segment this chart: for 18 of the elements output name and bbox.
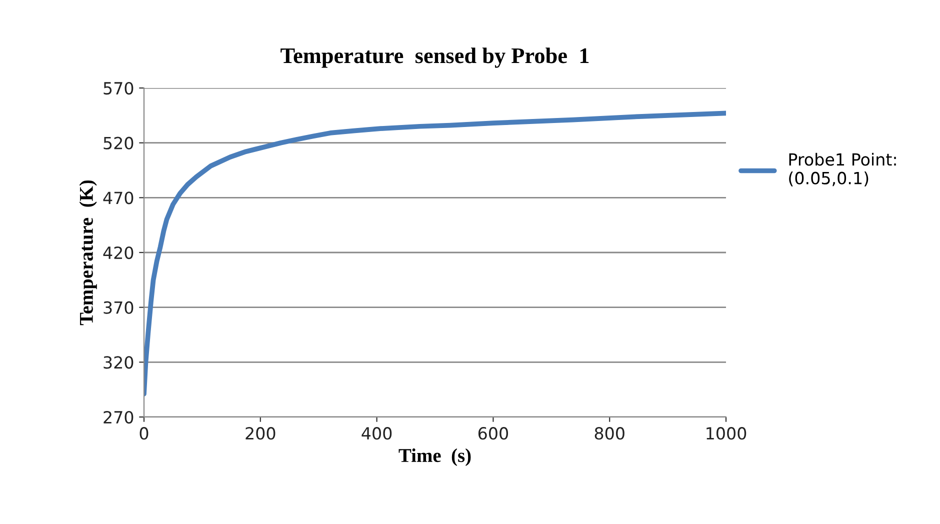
x-tick-label: 800 bbox=[594, 427, 624, 440]
y-tick-label: 570 bbox=[104, 82, 134, 95]
line-series bbox=[144, 110, 726, 396]
y-tick-label: 320 bbox=[104, 356, 134, 369]
y-tick-label: 470 bbox=[103, 192, 134, 204]
x-tick-label: 600 bbox=[478, 427, 508, 440]
x-tick-label: 1000 bbox=[706, 427, 746, 440]
y-tick-label: 370 bbox=[104, 301, 134, 314]
x-tick-label: 400 bbox=[362, 427, 392, 440]
x-axis-title: Time (s) bbox=[398, 448, 471, 466]
y-tick-label: 420 bbox=[103, 246, 134, 260]
y-tick-label: 270 bbox=[104, 410, 134, 424]
y-axis-title: Temperature (K) bbox=[79, 180, 97, 326]
x-tick-label: 200 bbox=[246, 427, 276, 440]
y-tick-label: 520 bbox=[104, 136, 134, 150]
chart-title: Temperature sensed by Probe 1 bbox=[280, 48, 589, 68]
legend-label: Probe1 Point: (0.05,0.1) bbox=[789, 152, 896, 186]
x-tick-label: 0 bbox=[140, 427, 148, 440]
